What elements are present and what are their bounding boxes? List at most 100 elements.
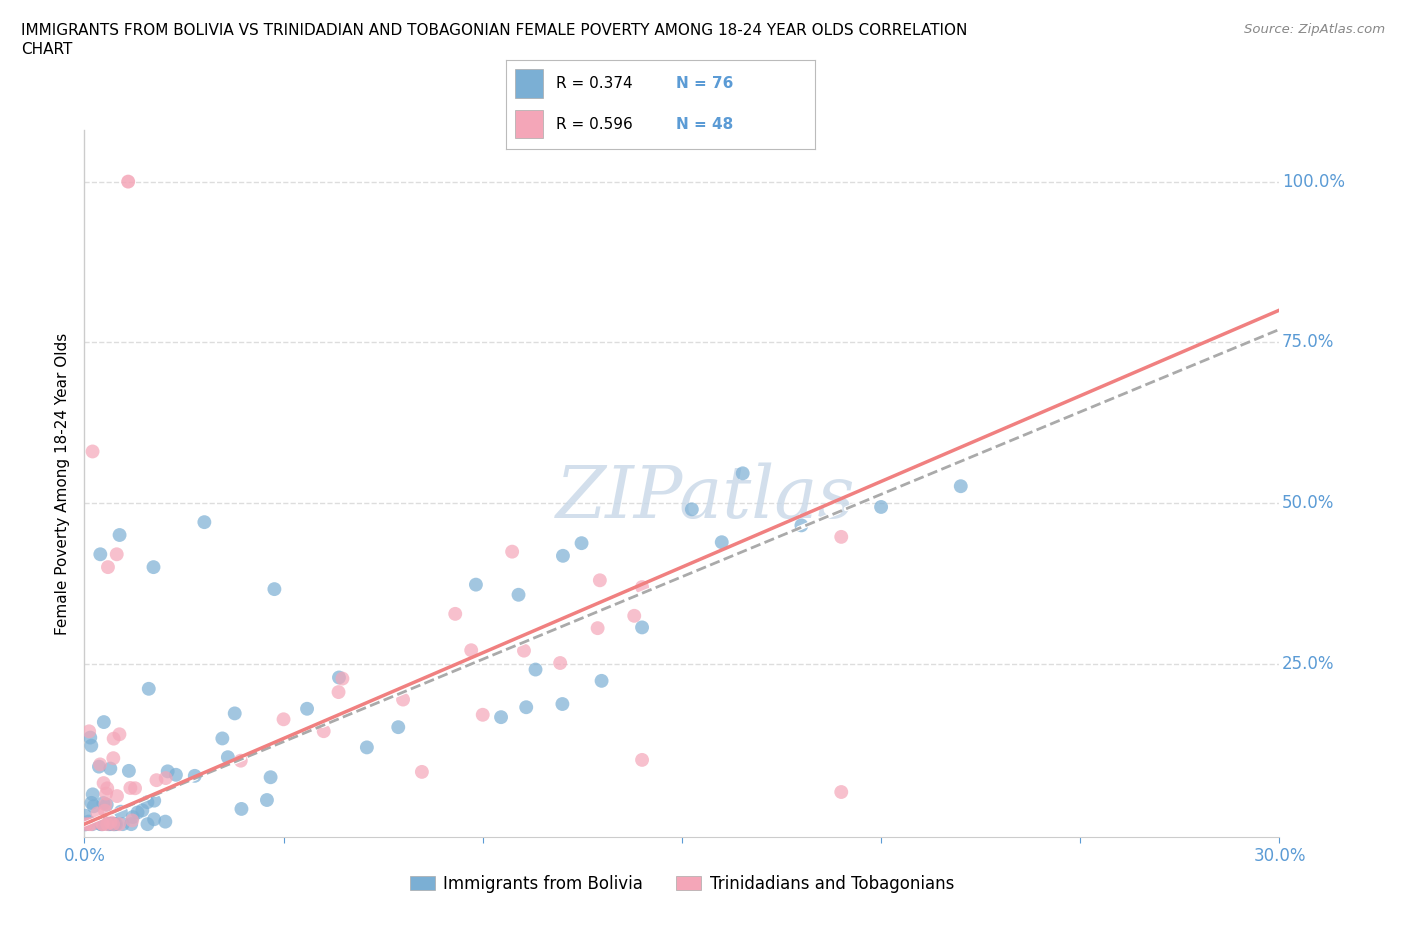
Point xyxy=(98,817,121,831)
Point xyxy=(89,547,111,562)
Point xyxy=(143,812,166,827)
Legend: Immigrants from Bolivia, Trinidadians and Tobagonians: Immigrants from Bolivia, Trinidadians an… xyxy=(404,868,960,899)
Point xyxy=(392,692,415,707)
Point xyxy=(89,757,111,772)
Point xyxy=(631,620,654,635)
Point xyxy=(87,759,110,774)
Point xyxy=(631,752,654,767)
Point xyxy=(165,767,187,782)
Point xyxy=(79,817,101,831)
Point xyxy=(138,682,160,697)
Point xyxy=(100,817,122,831)
Point xyxy=(97,560,120,575)
Point xyxy=(332,671,354,686)
Point xyxy=(82,444,104,458)
Text: ZIPatlas: ZIPatlas xyxy=(555,462,856,533)
Point xyxy=(623,608,645,623)
Point xyxy=(111,817,134,831)
Text: N = 76: N = 76 xyxy=(676,76,734,91)
Point xyxy=(121,810,143,825)
Point xyxy=(295,701,318,716)
Point xyxy=(108,817,131,831)
Point xyxy=(501,544,523,559)
Point xyxy=(548,656,571,671)
Point xyxy=(136,817,159,831)
Point xyxy=(75,817,97,831)
Point xyxy=(328,670,350,684)
Point xyxy=(120,817,142,831)
Point xyxy=(589,573,612,588)
Text: N = 48: N = 48 xyxy=(676,116,734,131)
Point xyxy=(949,479,972,494)
Text: CHART: CHART xyxy=(21,42,73,57)
Point xyxy=(91,817,114,831)
Point xyxy=(105,547,128,562)
Point xyxy=(184,768,207,783)
Point xyxy=(145,773,167,788)
Point xyxy=(93,714,115,729)
Bar xyxy=(516,70,543,98)
Point xyxy=(356,740,378,755)
Point xyxy=(77,724,100,738)
Point xyxy=(96,781,118,796)
Point xyxy=(830,785,852,800)
Point xyxy=(411,764,433,779)
Point xyxy=(217,750,239,764)
Point xyxy=(571,536,593,551)
Point xyxy=(77,814,100,829)
Point xyxy=(101,817,124,831)
Point xyxy=(156,764,179,778)
Point xyxy=(101,817,124,831)
Point xyxy=(143,793,166,808)
Point xyxy=(83,799,105,814)
Point xyxy=(73,808,96,823)
Point xyxy=(96,817,118,831)
Point xyxy=(91,795,114,810)
Point xyxy=(193,514,215,529)
Point xyxy=(91,817,114,831)
Point xyxy=(108,727,131,742)
Point xyxy=(103,817,125,831)
Bar xyxy=(516,110,543,139)
Point xyxy=(86,806,108,821)
Point xyxy=(229,753,252,768)
Text: Source: ZipAtlas.com: Source: ZipAtlas.com xyxy=(1244,23,1385,36)
Y-axis label: Female Poverty Among 18-24 Year Olds: Female Poverty Among 18-24 Year Olds xyxy=(55,333,70,635)
Point xyxy=(121,813,143,828)
Point xyxy=(263,581,285,596)
Point xyxy=(830,529,852,544)
Point xyxy=(96,797,118,812)
Point xyxy=(790,518,813,533)
Point xyxy=(118,764,141,778)
Point xyxy=(80,817,103,831)
Point xyxy=(98,761,121,776)
Text: R = 0.374: R = 0.374 xyxy=(555,76,633,91)
Point xyxy=(464,578,486,592)
Point xyxy=(387,720,409,735)
Point xyxy=(103,731,125,746)
Point xyxy=(513,644,536,658)
Point xyxy=(515,699,537,714)
Point xyxy=(94,804,117,818)
Point xyxy=(120,780,142,795)
Point xyxy=(127,805,149,820)
Point xyxy=(155,771,177,786)
Point xyxy=(551,549,574,564)
Point xyxy=(259,770,281,785)
Point xyxy=(90,817,112,831)
Point xyxy=(551,697,574,711)
Point xyxy=(256,792,278,807)
Point xyxy=(108,527,131,542)
Point xyxy=(80,795,103,810)
Point xyxy=(110,804,132,819)
Point xyxy=(75,817,97,831)
Point xyxy=(100,815,122,830)
Point xyxy=(75,817,97,831)
Point xyxy=(117,174,139,189)
Point xyxy=(79,730,101,745)
Text: R = 0.596: R = 0.596 xyxy=(555,116,633,131)
Point xyxy=(82,817,104,831)
Point xyxy=(80,738,103,753)
Point xyxy=(94,786,117,801)
Point xyxy=(90,817,112,831)
